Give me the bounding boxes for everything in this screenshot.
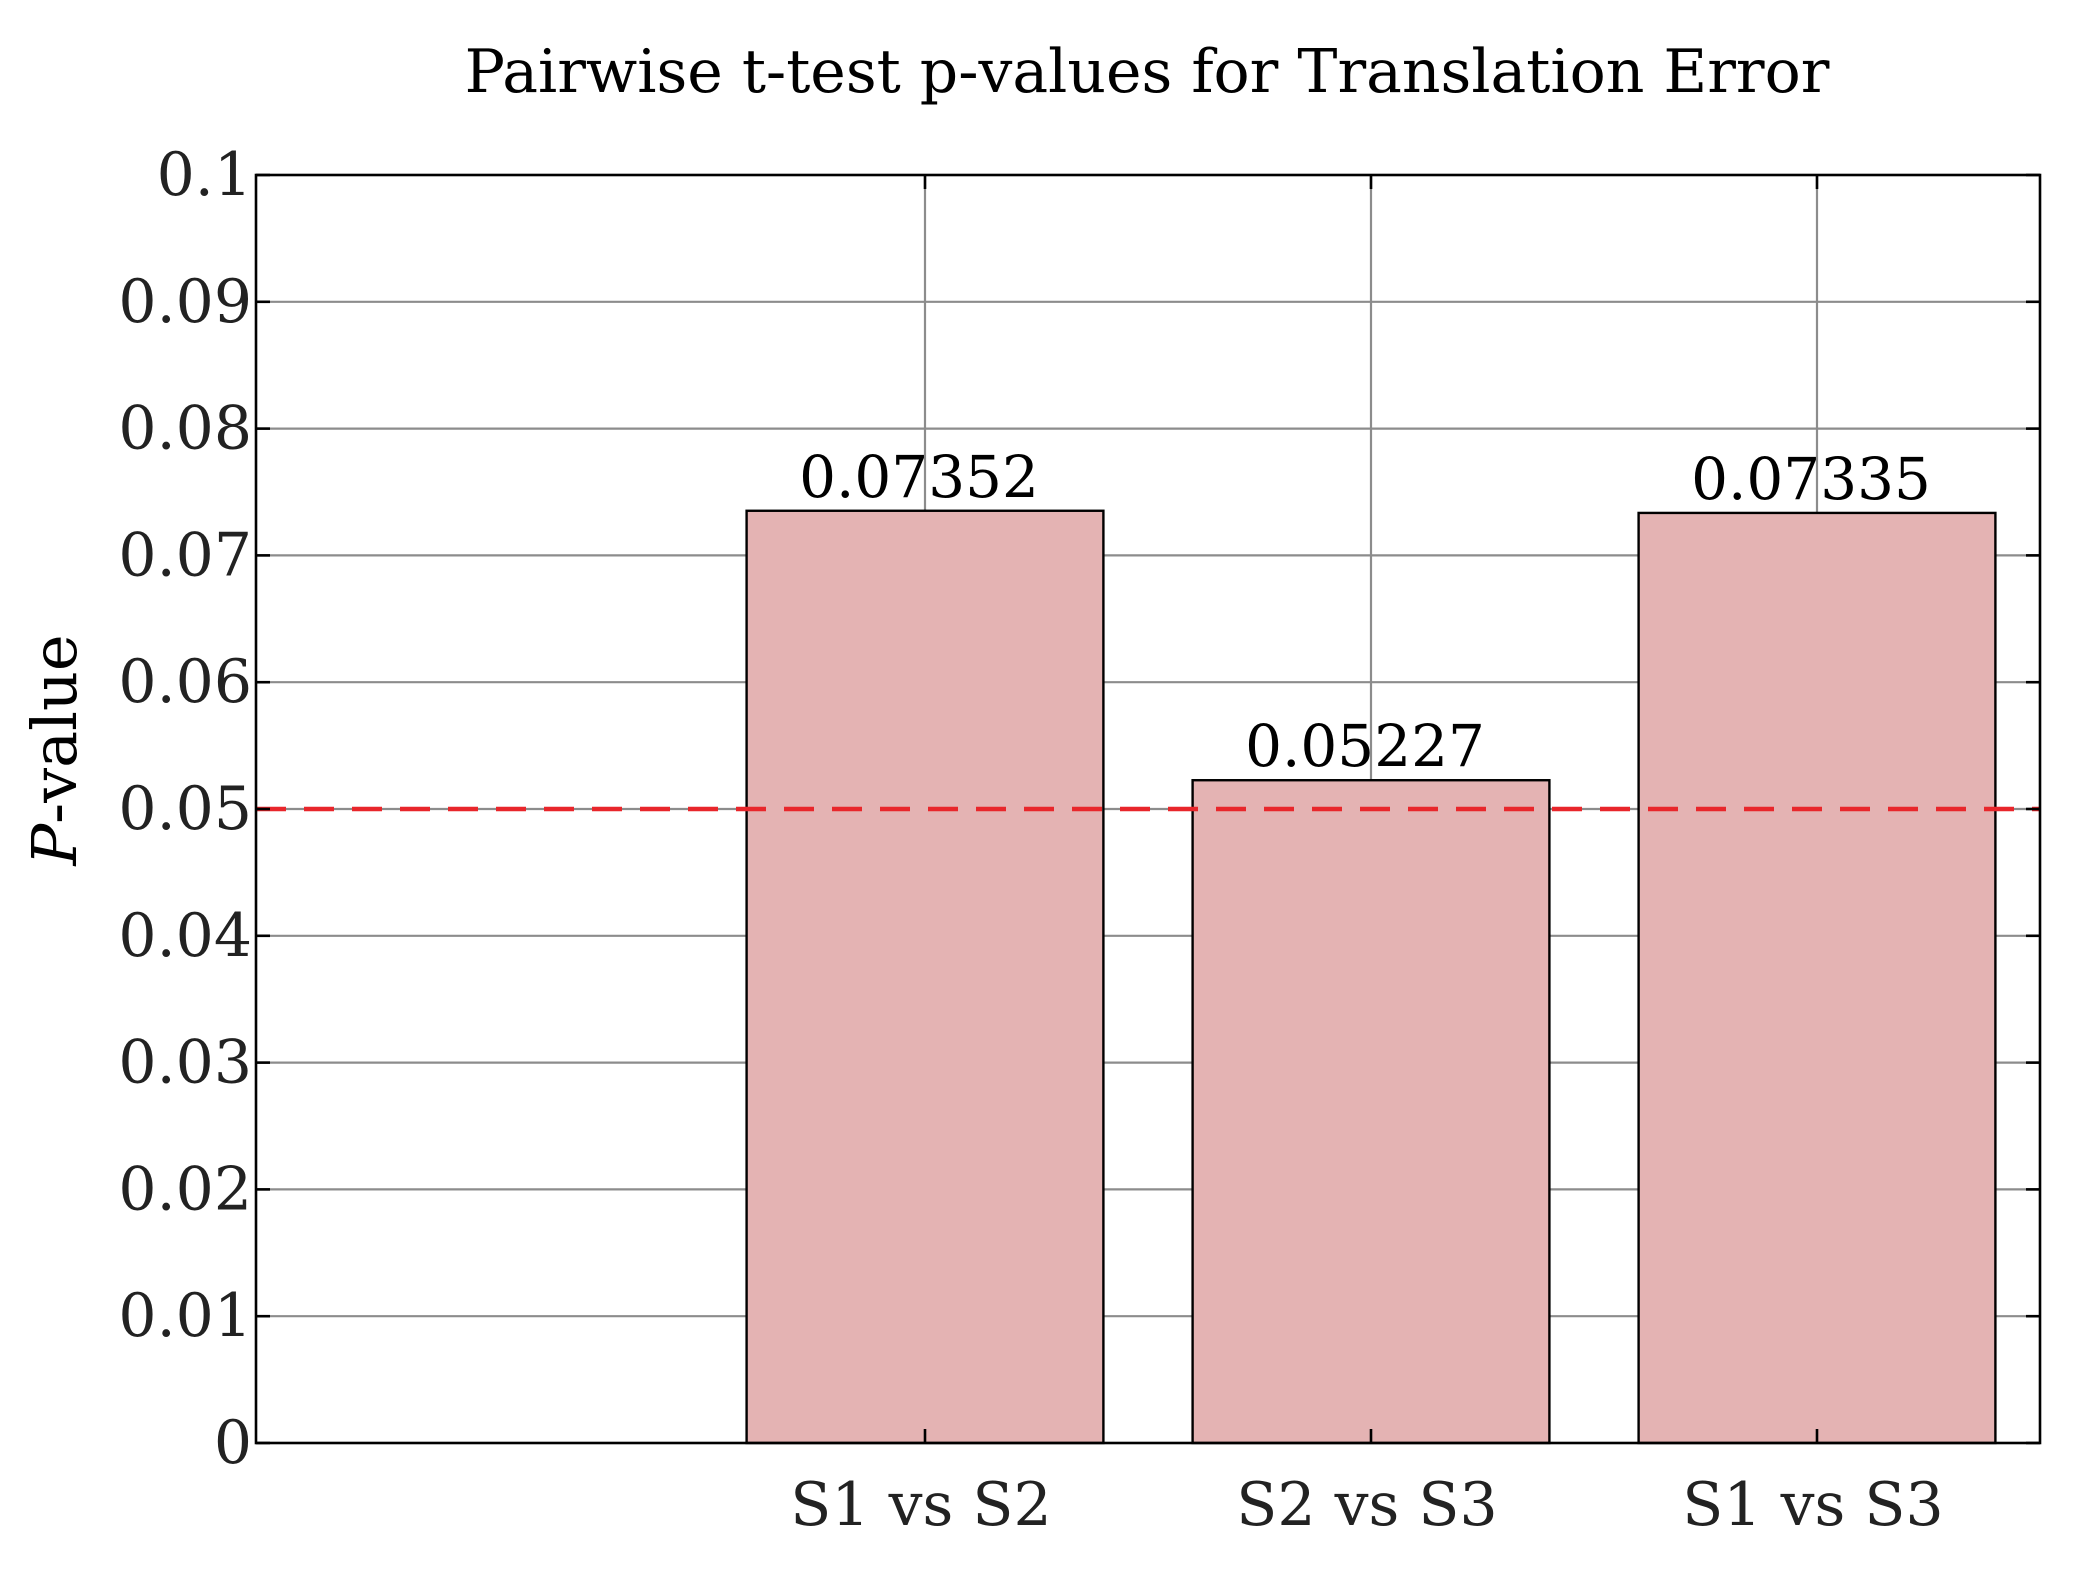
y-tick-label: 0.03	[118, 1028, 252, 1098]
y-tick-label: 0.04	[118, 901, 252, 971]
bar	[745, 509, 1105, 1445]
y-tick-labels: 0 0.01 0.02 0.03 0.04 0.05 0.06 0.07 0.08 0.09 0.1	[118, 140, 252, 1478]
bar-value-labels: 0.07352 0.05227 0.07335	[799, 443, 1931, 780]
x-tick-label: S2 vs S3	[1236, 1470, 1497, 1540]
bar-value-label: 0.07335	[1691, 445, 1931, 513]
y-tick-label: 0.06	[118, 647, 252, 717]
x-tick-label: S1 vs S2	[790, 1470, 1051, 1540]
y-axis-label-symbol: P	[18, 823, 91, 867]
bars	[745, 509, 1997, 1445]
y-tick-label: 0.05	[118, 774, 252, 844]
y-tick-label: 0.08	[118, 394, 252, 464]
bar-value-label: 0.05227	[1245, 712, 1485, 780]
bar	[1637, 511, 1997, 1445]
y-tick-label: 0.01	[118, 1281, 252, 1351]
bar-value-label: 0.07352	[799, 443, 1039, 511]
tick-marks	[256, 173, 2040, 1445]
y-tick-label: 0.07	[118, 520, 252, 590]
y-tick-label: 0	[214, 1408, 252, 1478]
y-tick-label: 0.09	[118, 267, 252, 337]
y-tick-label: 0.1	[157, 140, 252, 210]
bar	[1191, 779, 1551, 1445]
y-axis-label-suffix: -value	[18, 634, 91, 823]
x-tick-labels: S1 vs S2 S2 vs S3 S1 vs S3	[790, 1470, 1943, 1540]
x-tick-label: S1 vs S3	[1682, 1470, 1943, 1540]
y-tick-label: 0.02	[118, 1154, 252, 1224]
y-axis-label: P-value	[18, 634, 91, 866]
chart-title: Pairwise t-test p-values for Translation…	[465, 37, 1830, 107]
